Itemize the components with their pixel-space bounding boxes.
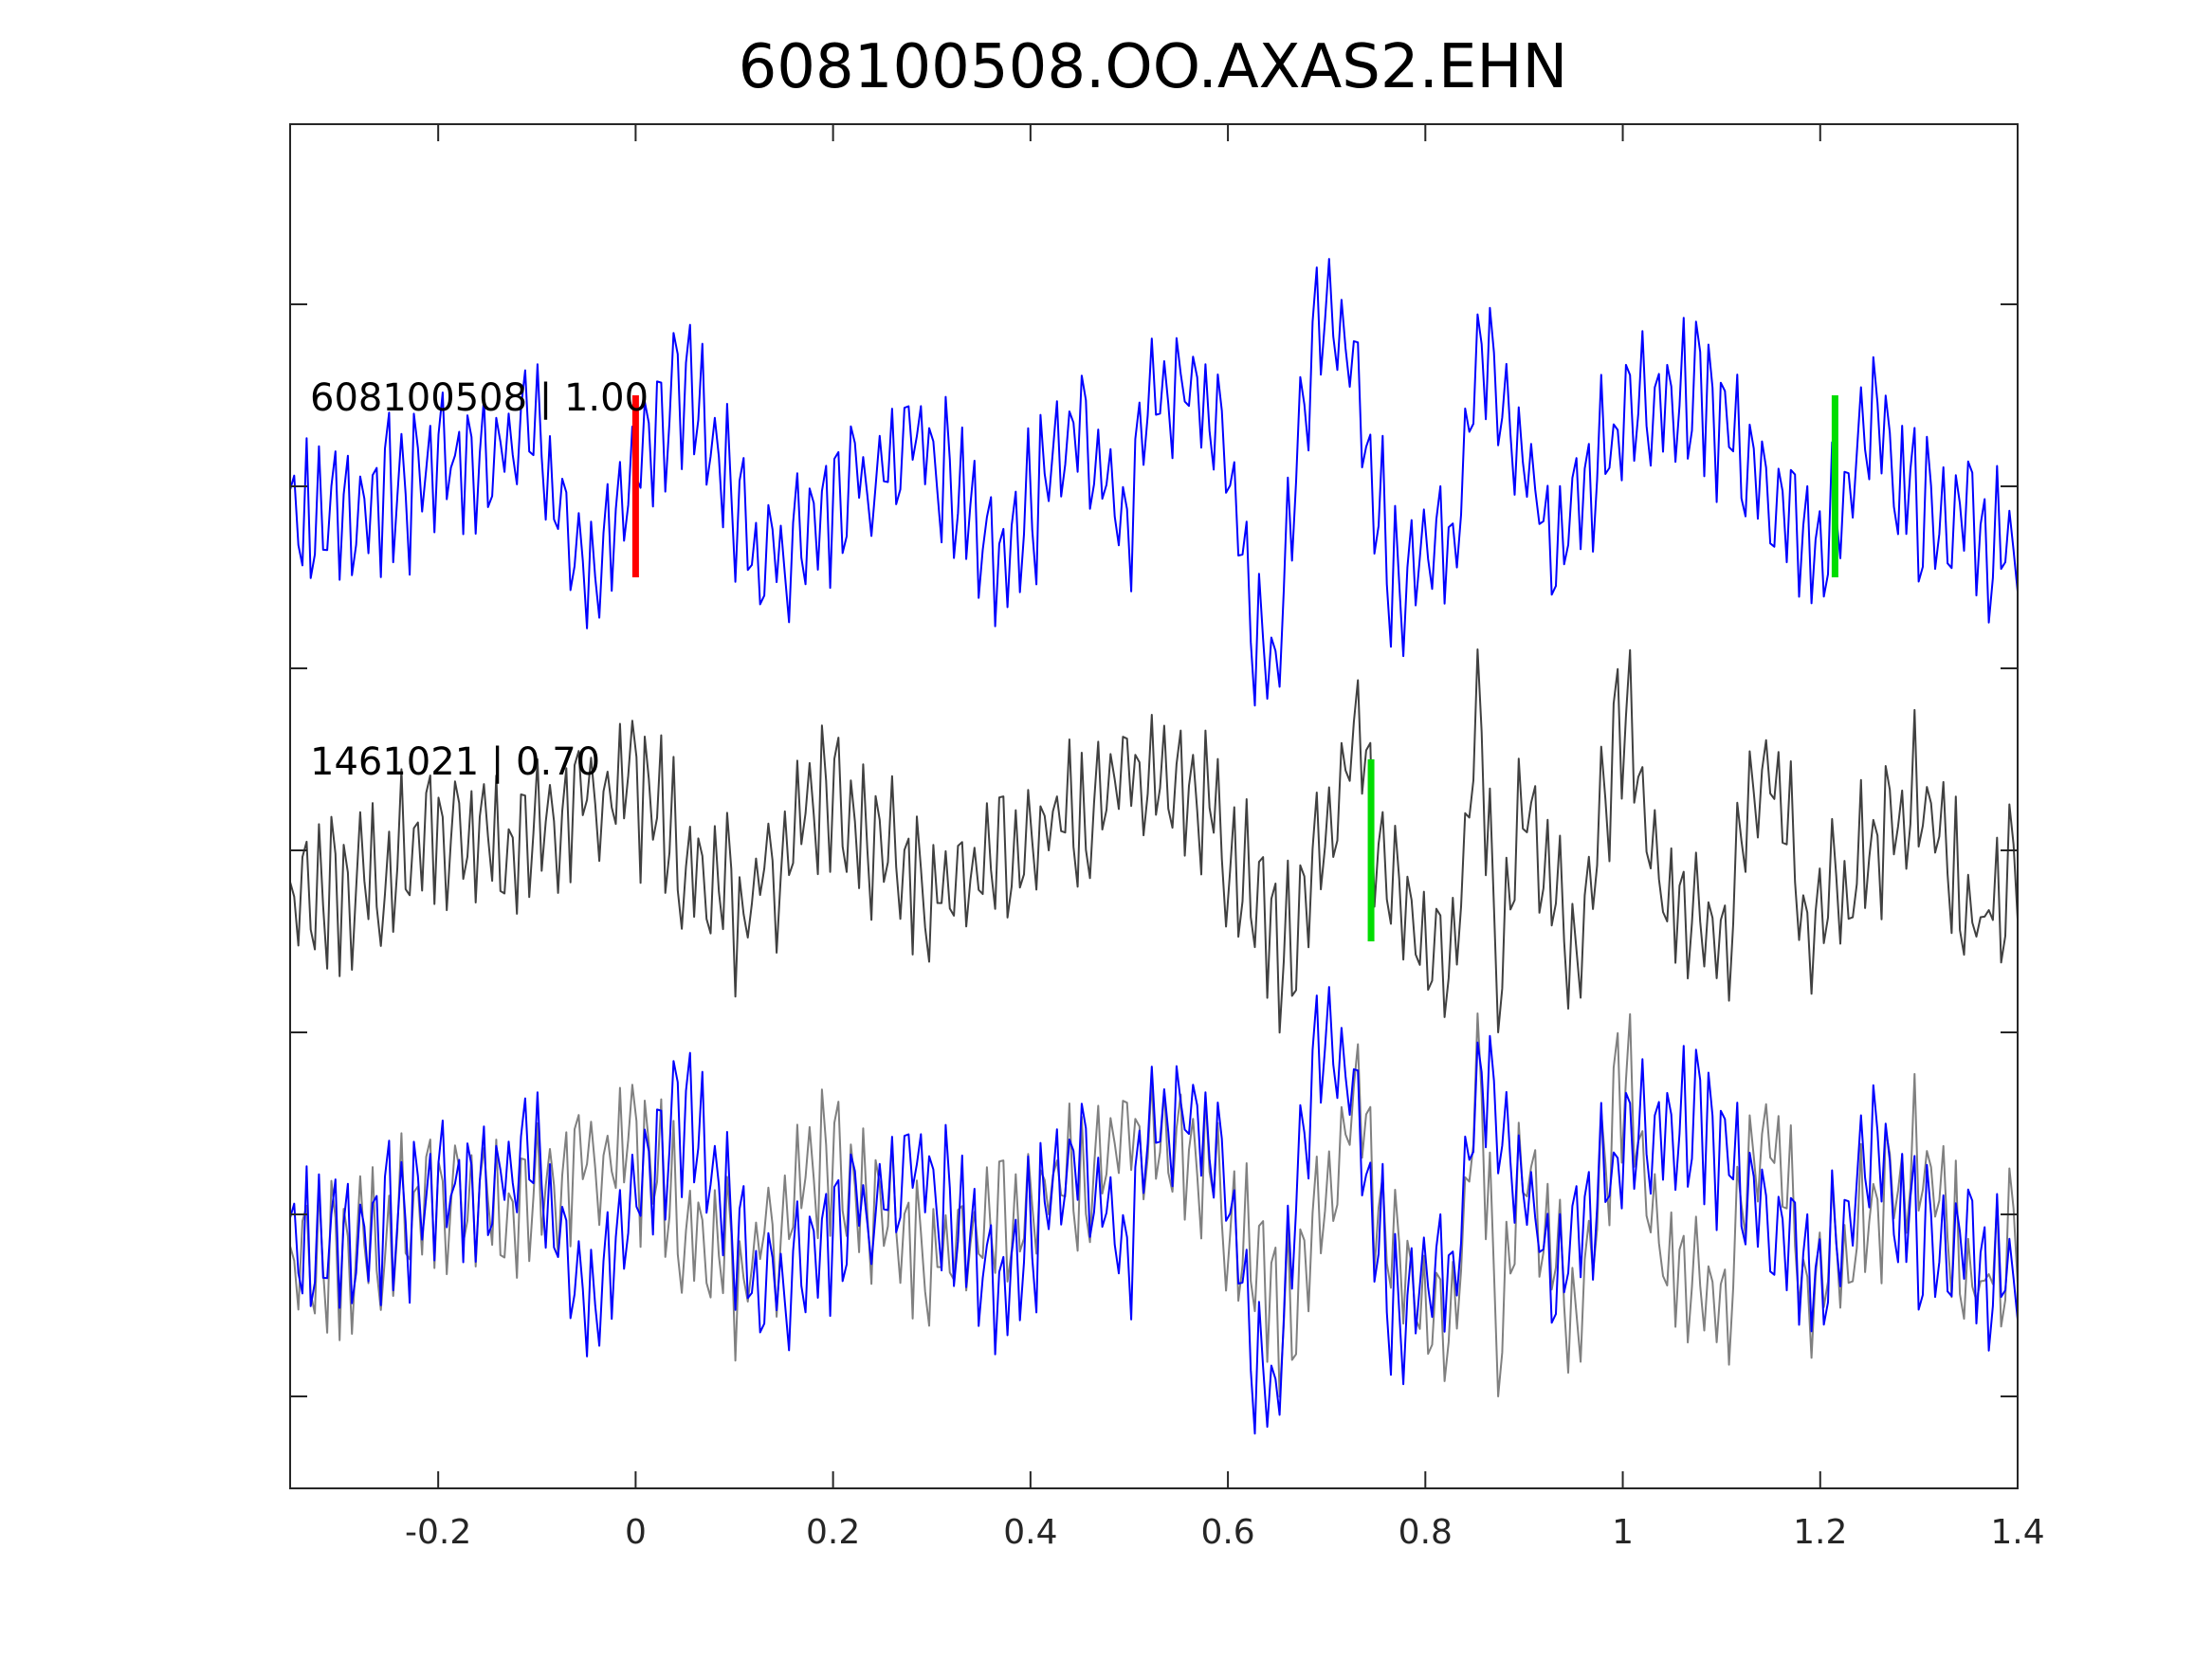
- x-tick-label: 1.2: [1793, 1513, 1847, 1552]
- traces-layer: [289, 258, 2019, 1435]
- overlay-trace-608100508: [289, 986, 2019, 1435]
- x-tick-label: 0: [625, 1513, 647, 1552]
- chart-title: 608100508.OO.AXAS2.EHN: [739, 32, 1568, 102]
- trace-label-1461021: 1461021 | 0.70: [310, 740, 600, 784]
- plot-frame: [289, 123, 2019, 1489]
- trace-labels: 608100508 | 1.00 1461021 | 0.70: [310, 376, 649, 784]
- x-tick-label: 1.4: [1990, 1513, 2044, 1552]
- x-tick-label: 1: [1612, 1513, 1634, 1552]
- trace-608100508: [289, 258, 2019, 707]
- trace-label-608100508: 608100508 | 1.00: [310, 376, 649, 420]
- x-axis-ticks: -0.2 0 0.2 0.4 0.6 0.8 1 1.2 1.4: [405, 124, 2045, 1552]
- axes: [289, 123, 2019, 1489]
- trace-1461021: [289, 648, 2019, 1034]
- x-tick-label: -0.2: [405, 1513, 471, 1552]
- x-tick-label: 0.8: [1398, 1513, 1453, 1552]
- x-tick-label: 0.2: [806, 1513, 860, 1552]
- y-axis-ticks: [290, 303, 2018, 1397]
- x-tick-label: 0.6: [1200, 1513, 1254, 1552]
- overlay-trace-1461021: [289, 1012, 2019, 1398]
- picks-layer: [631, 395, 1838, 941]
- x-tick-label: 0.4: [1003, 1513, 1057, 1552]
